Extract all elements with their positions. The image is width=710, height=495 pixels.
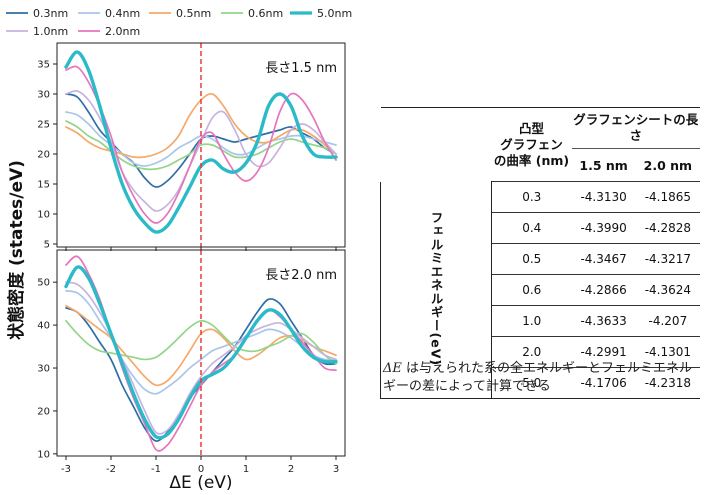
fermi-1-5nm-cell: -4.3467 — [571, 243, 636, 275]
column-header-1-5nm: 1.5 nm — [571, 148, 636, 182]
table-row: 5.0 -4.1706 -4.2318 — [381, 367, 700, 399]
legend-label: 0.3nm — [33, 7, 68, 20]
table-row: 1.0 -4.3633 -4.207 — [381, 305, 700, 337]
row-group-label: フェルミエネルギー(eV) — [380, 181, 492, 399]
curvature-cell: 1.0 — [491, 305, 572, 337]
fermi-1-5nm-cell: -4.2991 — [571, 336, 636, 368]
footnote-symbol: ΔE — [383, 361, 402, 376]
legend-entry: 5.0nm — [290, 7, 352, 20]
curvature-header-line: の曲率 (nm) — [493, 152, 570, 168]
curvature-cell: 0.3 — [491, 181, 572, 213]
y-axis-label: 状態密度 (states/eV) — [6, 160, 27, 340]
x-tick-label: -2 — [106, 464, 116, 475]
table-body: フェルミエネルギー(eV) 0.3 -4.3130 -4.1865 0.4 -4.3990… — [380, 181, 700, 399]
legend-label: 1.0nm — [33, 25, 68, 38]
y-tick-label: 35 — [37, 60, 50, 71]
fermi-1-5nm-cell: -4.1706 — [571, 367, 636, 399]
fermi-2-0nm-cell: -4.2828 — [635, 212, 700, 244]
fermi-2-0nm-cell: -4.3217 — [635, 243, 700, 275]
fermi-1-5nm-cell: -4.3633 — [571, 305, 636, 337]
curvature-cell: 5.0 — [491, 367, 572, 399]
curvature-header-line: グラフェン — [500, 136, 563, 152]
series-line — [65, 319, 337, 365]
curvature-cell: 0.5 — [491, 243, 572, 275]
x-tick-label: 0 — [198, 464, 204, 475]
y-tick-label: 15 — [37, 180, 50, 191]
column-header-2-0nm: 2.0 nm — [635, 148, 700, 182]
panel-2: 10 20 30 40 50 -3 -2 -1 0 1 2 3 長さ2.0 nm — [37, 249, 346, 475]
table-row: 0.5 -4.3467 -4.3217 — [381, 243, 700, 275]
legend-entry: 1.0nm — [6, 25, 68, 38]
fermi-2-0nm-cell: -4.1301 — [635, 336, 700, 368]
x-tick-label: -1 — [151, 464, 161, 475]
x-axis-label: ΔE (eV) — [169, 473, 232, 493]
curvature-header: 凸型 グラフェン の曲率 (nm) — [491, 107, 572, 182]
y-tick-label: 30 — [37, 90, 50, 101]
fermi-2-0nm-cell: -4.1865 — [635, 181, 700, 213]
panel-label: 長さ2.0 nm — [265, 268, 337, 283]
y-tick-label: 25 — [37, 120, 50, 131]
legend-label: 0.6nm — [248, 7, 283, 20]
legend-entry: 0.4nm — [78, 7, 140, 20]
table-row: 0.4 -4.3990 -4.2828 — [381, 212, 700, 244]
panel-1: 5 10 15 20 25 30 35 長さ1.5 nm — [37, 42, 346, 251]
y-tick-label: 30 — [37, 364, 50, 375]
fermi-1-5nm-cell: -4.2866 — [571, 274, 636, 306]
panel-label: 長さ1.5 nm — [265, 61, 337, 76]
table-corner-spacer — [380, 107, 492, 182]
footnote-text: は与えられた系の全エネルギーとフェルミエネルギーの差によって計算できる — [383, 361, 693, 394]
curvature-header-line: 凸型 — [518, 120, 544, 136]
fermi-energy-table: 凸型 グラフェン の曲率 (nm) グラフェンシートの長さ 1.5 nm 2.0… — [380, 107, 700, 399]
table-row: フェルミエネルギー(eV) 0.3 -4.3130 -4.1865 — [380, 181, 700, 399]
y-tick-label: 20 — [37, 406, 50, 417]
x-tick-label: 2 — [288, 464, 294, 475]
fermi-2-0nm-cell: -4.207 — [635, 305, 700, 337]
fermi-2-0nm-cell: -4.3624 — [635, 274, 700, 306]
curvature-cell: 0.6 — [491, 274, 572, 306]
x-tick-label: 1 — [243, 464, 249, 475]
x-tick-label: -3 — [61, 464, 71, 475]
legend-entry: 0.6nm — [221, 7, 283, 20]
footnote: ΔE は与えられた系の全エネルギーとフェルミエネルギーの差によって計算できる — [383, 360, 703, 396]
row-group-label-text: フェルミエネルギー(eV) — [428, 210, 444, 366]
fermi-1-5nm-cell: -4.3130 — [571, 181, 636, 213]
legend-label: 2.0nm — [105, 25, 140, 38]
legend-label: 0.5nm — [176, 7, 211, 20]
y-tick-label: 10 — [37, 210, 50, 221]
table-row: 2.0 -4.2991 -4.1301 — [381, 336, 700, 368]
y-tick-label: 20 — [37, 150, 50, 161]
legend-entry: 0.3nm — [6, 7, 68, 20]
y-tick-label: 50 — [37, 278, 50, 289]
fermi-1-5nm-cell: -4.3990 — [571, 212, 636, 244]
table-row: 0.6 -4.2866 -4.3624 — [381, 274, 700, 306]
legend-label: 0.4nm — [105, 7, 140, 20]
fermi-2-0nm-cell: -4.2318 — [635, 367, 700, 399]
curvature-cell: 2.0 — [491, 336, 572, 368]
legend-entry: 2.0nm — [78, 25, 140, 38]
y-tick-label: 5 — [44, 240, 50, 251]
y-tick-label: 10 — [37, 449, 50, 460]
legend-label: 5.0nm — [317, 7, 352, 20]
curvature-cell: 0.4 — [491, 212, 572, 244]
y-tick-label: 40 — [37, 321, 50, 332]
length-group-header: グラフェンシートの長さ — [571, 107, 700, 149]
legend-entry: 0.5nm — [149, 7, 211, 20]
x-tick-label: 3 — [333, 464, 339, 475]
